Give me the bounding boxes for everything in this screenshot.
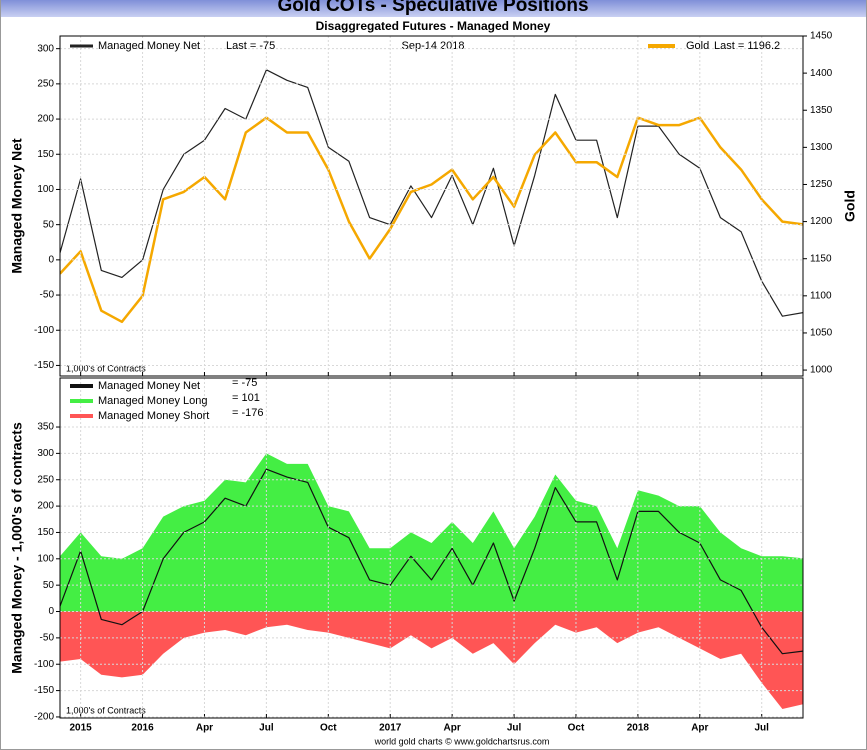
legend-value: = -176 — [232, 407, 264, 419]
x-tick-label: Apr — [691, 723, 708, 734]
y2-tick-label: 1000 — [810, 365, 833, 376]
area — [60, 453, 803, 612]
y-tick-label: 200 — [37, 114, 54, 125]
legend-label: Managed Money Short — [98, 410, 209, 422]
y-tick-label: 250 — [37, 474, 54, 485]
legend-value: = -75 — [232, 377, 257, 389]
y-tick-label: 100 — [37, 553, 54, 564]
footer: world gold charts © www.goldchartsrus.co… — [374, 736, 550, 746]
y2-tick-label: 1050 — [810, 328, 833, 339]
y-tick-label: 200 — [37, 501, 54, 512]
title-bar — [1, 0, 866, 17]
y-tick-label: 50 — [43, 219, 55, 230]
y-tick-label: 0 — [48, 254, 54, 265]
line — [60, 468, 803, 655]
units-note: 1,000's of Contracts — [66, 363, 146, 373]
plot-area — [60, 453, 803, 709]
legend-label: Gold — [686, 40, 709, 52]
y-tick-label: -150 — [34, 685, 54, 696]
x-tick-label: Jul — [259, 723, 274, 734]
y-tick-label: 300 — [37, 43, 54, 54]
plot-border — [59, 377, 804, 719]
plot-border — [59, 35, 804, 377]
y-tick-label: 150 — [37, 527, 54, 538]
chart-subtitle: Disaggregated Futures - Managed Money — [316, 19, 551, 33]
plot-area — [60, 69, 803, 324]
y2-tick-label: 1100 — [810, 290, 832, 301]
x-tick-label: 2017 — [379, 723, 402, 734]
x-tick-label: Jul — [507, 723, 522, 734]
x-tick-label: 2018 — [627, 723, 650, 734]
y-tick-label: -200 — [34, 712, 54, 723]
x-tick-label: Apr — [444, 723, 461, 734]
y-axis-label: Managed Money Net — [9, 138, 25, 274]
units-note: 1,000's of Contracts — [66, 705, 146, 715]
y2-tick-label: 1350 — [810, 105, 833, 116]
y-tick-label: 250 — [37, 79, 54, 90]
date-label: Sep-14 2018 — [402, 40, 465, 52]
x-tick-label: 2016 — [131, 723, 154, 734]
legend-value: Last = -75 — [226, 40, 275, 52]
y2-tick-label: 1450 — [810, 31, 833, 42]
x-tick-label: Oct — [568, 723, 585, 734]
y-tick-label: 50 — [43, 580, 55, 591]
legend-label: Managed Money Net — [98, 380, 200, 392]
line — [60, 116, 803, 324]
y2-tick-label: 1150 — [810, 253, 832, 264]
y-tick-label: 300 — [37, 448, 54, 459]
y2-tick-label: 1200 — [810, 216, 833, 227]
legend-label: Managed Money Net — [98, 40, 200, 52]
y2-tick-label: 1250 — [810, 179, 833, 190]
chart-title: Gold COTs - Speculative Positions — [277, 0, 588, 16]
legend-value: Last = 1196.2 — [714, 40, 780, 52]
y2-tick-label: 1300 — [810, 142, 833, 153]
x-tick-label: Apr — [196, 723, 213, 734]
y-tick-label: -50 — [40, 633, 55, 644]
y2-axis-label: Gold — [842, 190, 858, 222]
y-axis-label: Managed Money - 1,000's of contracts — [9, 422, 25, 674]
y-tick-label: -100 — [34, 325, 54, 336]
y-tick-label: -150 — [34, 360, 54, 371]
y-tick-label: 100 — [37, 184, 54, 195]
line — [60, 69, 803, 317]
y-tick-label: -50 — [40, 290, 55, 301]
legend-value: = 101 — [232, 392, 260, 404]
y-tick-label: -100 — [34, 659, 54, 670]
legend-label: Managed Money Long — [98, 395, 207, 407]
y-tick-label: 0 — [48, 606, 54, 617]
y2-tick-label: 1400 — [810, 68, 833, 79]
y-tick-label: 350 — [37, 422, 54, 433]
x-tick-label: Oct — [320, 723, 337, 734]
x-tick-label: Jul — [754, 723, 769, 734]
area — [60, 611, 803, 709]
y-tick-label: 150 — [37, 149, 54, 160]
x-tick-label: 2015 — [70, 723, 93, 734]
